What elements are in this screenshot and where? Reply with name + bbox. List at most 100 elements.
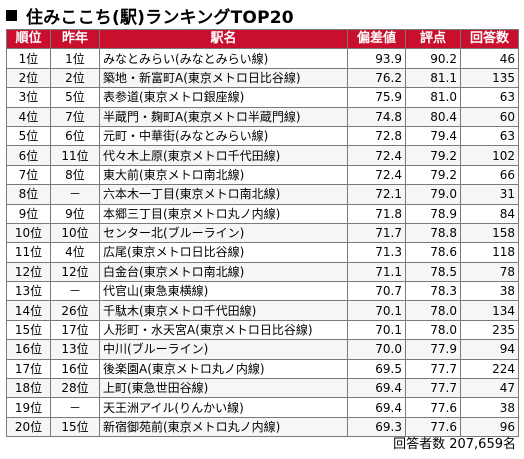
answer-count-cell: 63: [460, 125, 519, 147]
previous-rank-cell: 11位: [50, 145, 100, 166]
previous-rank-cell: －: [50, 281, 100, 302]
score-cell: 79.0: [405, 184, 461, 205]
table-row: 15位 17位 人形町・水天宮A(東京メトロ日比谷線) 70.1 78.0 235: [6, 319, 519, 341]
table-row: 18位 28位 上町(東急世田谷線) 69.4 77.7 47: [6, 378, 519, 399]
answer-count-cell: 47: [460, 378, 519, 399]
station-name-cell: 築地・新富町A(東京メトロ日比谷線): [99, 67, 348, 89]
answer-count-cell: 235: [460, 319, 519, 341]
answer-count-cell: 158: [460, 222, 519, 244]
previous-rank-cell: 15位: [50, 416, 100, 438]
rank-cell: 2位: [6, 67, 51, 89]
score-cell: 78.0: [405, 319, 461, 341]
answer-count-cell: 102: [460, 145, 519, 166]
answer-count-cell: 78: [460, 261, 519, 283]
rank-cell: 17位: [6, 358, 51, 380]
score-cell: 79.4: [405, 125, 461, 147]
station-name-cell: 元町・中華街(みなとみらい線): [99, 125, 348, 147]
answer-count-cell: 38: [460, 281, 519, 302]
station-name-cell: 中川(ブルーライン): [99, 339, 348, 360]
table-row: 17位 16位 後楽園A(東京メトロ丸ノ内線) 69.5 77.7 224: [6, 358, 519, 380]
table-row: 4位 7位 半蔵門・麹町A(東京メトロ半蔵門線) 74.8 80.4 60: [6, 106, 519, 127]
station-name-cell: 新宿御苑前(東京メトロ丸ノ内線): [99, 416, 348, 438]
table-row: 20位 15位 新宿御苑前(東京メトロ丸ノ内線) 69.3 77.6 96: [6, 416, 519, 438]
score-cell: 77.6: [405, 397, 461, 418]
column-header-deviation: 偏差値: [347, 28, 406, 50]
rank-cell: 10位: [6, 222, 51, 244]
column-header-prev: 昨年: [50, 28, 100, 50]
station-name-cell: 人形町・水天宮A(東京メトロ日比谷線): [99, 319, 348, 341]
score-cell: 79.2: [405, 164, 461, 186]
station-name-cell: センター北(ブルーライン): [99, 222, 348, 244]
previous-rank-cell: 8位: [50, 164, 100, 186]
score-cell: 78.6: [405, 242, 461, 263]
rank-cell: 11位: [6, 242, 51, 263]
previous-rank-cell: 4位: [50, 242, 100, 263]
table-row: 2位 2位 築地・新富町A(東京メトロ日比谷線) 76.2 81.1 135: [6, 67, 519, 89]
station-name-cell: 本郷三丁目(東京メトロ丸ノ内線): [99, 203, 348, 224]
table-header-row: 順位 昨年 駅名 偏差値 評点 回答数: [6, 28, 519, 50]
station-name-cell: 代々木上原(東京メトロ千代田線): [99, 145, 348, 166]
previous-rank-cell: 13位: [50, 339, 100, 360]
table-row: 7位 8位 東大前(東京メトロ南北線) 72.4 79.2 66: [6, 164, 519, 186]
table-row: 6位 11位 代々木上原(東京メトロ千代田線) 72.4 79.2 102: [6, 145, 519, 166]
black-square-icon: [6, 9, 17, 21]
previous-rank-cell: －: [50, 397, 100, 418]
rank-cell: 13位: [6, 281, 51, 302]
answer-count-cell: 63: [460, 87, 519, 108]
score-cell: 78.9: [405, 203, 461, 224]
respondent-count: 回答者数 207,659名: [393, 437, 516, 452]
deviation-cell: 71.1: [347, 261, 406, 283]
previous-rank-cell: 26位: [50, 300, 100, 321]
score-cell: 90.2: [405, 48, 461, 69]
answer-count-cell: 96: [460, 416, 519, 438]
rank-cell: 15位: [6, 319, 51, 341]
deviation-cell: 74.8: [347, 106, 406, 127]
score-cell: 78.0: [405, 300, 461, 321]
rank-cell: 5位: [6, 125, 51, 147]
rank-cell: 19位: [6, 397, 51, 418]
deviation-cell: 72.8: [347, 125, 406, 147]
score-cell: 81.0: [405, 87, 461, 108]
answer-count-cell: 134: [460, 300, 519, 321]
deviation-cell: 71.8: [347, 203, 406, 224]
previous-rank-cell: 28位: [50, 378, 100, 399]
column-header-rank: 順位: [6, 28, 51, 50]
previous-rank-cell: 1位: [50, 48, 100, 69]
score-cell: 78.3: [405, 281, 461, 302]
deviation-cell: 70.0: [347, 339, 406, 360]
rank-cell: 7位: [6, 164, 51, 186]
deviation-cell: 75.9: [347, 87, 406, 108]
score-cell: 81.1: [405, 67, 461, 89]
deviation-cell: 76.2: [347, 67, 406, 89]
column-header-score: 評点: [405, 28, 461, 50]
station-name-cell: 代官山(東急東横線): [99, 281, 348, 302]
score-cell: 78.5: [405, 261, 461, 283]
score-cell: 77.9: [405, 339, 461, 360]
deviation-cell: 70.1: [347, 319, 406, 341]
station-name-cell: 千駄木(東京メトロ千代田線): [99, 300, 348, 321]
rank-cell: 14位: [6, 300, 51, 321]
table-row: 9位 9位 本郷三丁目(東京メトロ丸ノ内線) 71.8 78.9 84: [6, 203, 519, 224]
previous-rank-cell: 12位: [50, 261, 100, 283]
station-name-cell: 広尾(東京メトロ日比谷線): [99, 242, 348, 263]
column-header-station: 駅名: [99, 28, 348, 50]
score-cell: 77.7: [405, 358, 461, 380]
score-cell: 77.6: [405, 416, 461, 438]
station-name-cell: 天王洲アイル(りんかい線): [99, 397, 348, 418]
deviation-cell: 71.7: [347, 222, 406, 244]
score-cell: 78.8: [405, 222, 461, 244]
deviation-cell: 71.3: [347, 242, 406, 263]
station-name-cell: 半蔵門・麹町A(東京メトロ半蔵門線): [99, 106, 348, 127]
previous-rank-cell: 16位: [50, 358, 100, 380]
answer-count-cell: 38: [460, 397, 519, 418]
rank-cell: 18位: [6, 378, 51, 399]
deviation-cell: 69.4: [347, 378, 406, 399]
table-row: 16位 13位 中川(ブルーライン) 70.0 77.9 94: [6, 339, 519, 360]
answer-count-cell: 135: [460, 67, 519, 89]
table-row: 3位 5位 表参道(東京メトロ銀座線) 75.9 81.0 63: [6, 87, 519, 108]
score-cell: 79.2: [405, 145, 461, 166]
table-row: 1位 1位 みなとみらい(みなとみらい線) 93.9 90.2 46: [6, 48, 519, 69]
rank-cell: 16位: [6, 339, 51, 360]
title-text: 住みここち(駅)ランキングTOP20: [26, 7, 294, 28]
deviation-cell: 72.4: [347, 164, 406, 186]
